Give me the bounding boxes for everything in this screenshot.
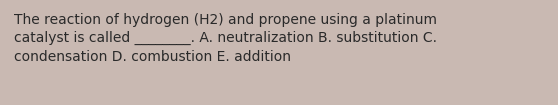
Text: The reaction of hydrogen (H2) and propene using a platinum
catalyst is called __: The reaction of hydrogen (H2) and propen…: [14, 13, 437, 64]
